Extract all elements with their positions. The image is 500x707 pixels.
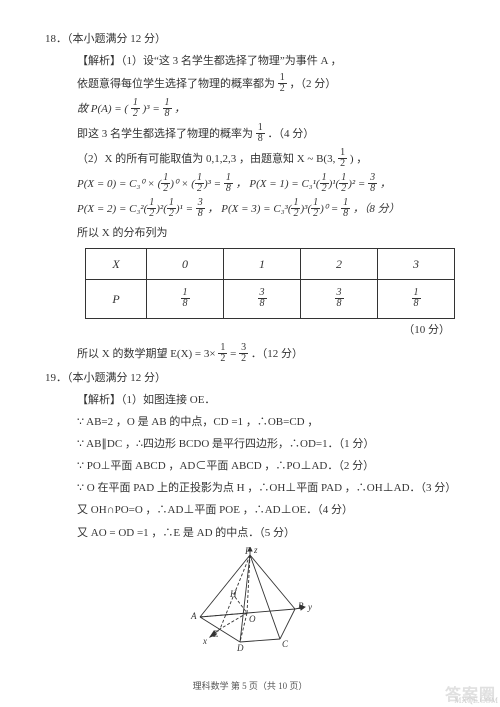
frac-half: 12 <box>278 73 287 94</box>
lbl-H: H <box>229 589 237 599</box>
score-10: （10 分） <box>45 321 455 339</box>
cell: 18 <box>378 280 455 319</box>
t: ，（2 分） <box>290 78 337 90</box>
t: )¹ = <box>176 203 196 215</box>
cell: 38 <box>224 280 301 319</box>
t: 依题意得每位学生选择了物理的概率都为 <box>77 78 275 90</box>
q18-l7: P(X = 2) = C₃²(12)²(12)¹ = 38 ， P(X = 3)… <box>45 199 455 220</box>
q18-l9: 所以 X 的数学期望 E(X) = 3× 12 = 32 ．（12 分） <box>45 344 455 365</box>
t: )⁰ × ( <box>170 178 195 190</box>
t: )² = <box>348 178 368 190</box>
q19-header: 19．（本小题满分 12 分） <box>45 369 455 387</box>
q19-l7: 又 AO = OD =1 ，∴E 是 AD 的中点．（5 分） <box>45 524 455 542</box>
cell: P <box>86 280 147 319</box>
cell: 3 <box>378 249 455 280</box>
q19-l4: ∵ PO⊥平面 ABCD ，AD⊂平面 ABCD ，∴PO⊥AD．（2 分） <box>45 457 455 475</box>
page-footer: 理科数学 第 5 页（共 10 页） <box>0 679 500 692</box>
t: ) ， <box>350 153 367 165</box>
cell: 2 <box>301 249 378 280</box>
page-content: 18．（本小题满分 12 分） 【解析】（1）设“这 3 名学生都选择了物理”为… <box>0 0 500 657</box>
watermark-url: MXQE.COM <box>454 696 498 705</box>
q18-header: 18．（本小题满分 12 分） <box>45 30 455 48</box>
q18-l8: 所以 X 的分布列为 <box>45 224 455 242</box>
t: )³ = <box>143 103 163 115</box>
t: = <box>230 348 239 360</box>
t: )⁰ = <box>320 203 341 215</box>
t: ，（8 分） <box>350 203 400 215</box>
q19-l5: ∵ O 在平面 PAD 上的正投影为点 H ，∴OH⊥平面 PAD ，∴OH⊥A… <box>45 479 455 497</box>
q18-l3: 故 P(A) = ( 12 )³ = 18 ， <box>45 99 455 120</box>
t: 故 P(A) = ( <box>77 103 128 115</box>
lbl-O: O <box>249 614 256 624</box>
table-row: X 0 1 2 3 <box>86 249 455 280</box>
cell: 0 <box>147 249 224 280</box>
q19-l2: ∵ AB=2 ，O 是 AB 的中点，CD =1 ，∴OB=CD ， <box>45 413 455 431</box>
t: 即这 3 名学生都选择了物理的概率为 <box>77 128 253 140</box>
t: )²( <box>156 203 167 215</box>
lbl-y: y <box>307 602 312 612</box>
t: ， <box>377 178 391 190</box>
cell: 18 <box>147 280 224 319</box>
t: P(X = 2) = C₃²( <box>77 203 147 215</box>
t: 所以 X 的数学期望 E(X) = 3× <box>77 348 216 360</box>
frac-half: 12 <box>131 98 140 119</box>
lbl-D: D <box>236 643 244 653</box>
q19-l1: 【解析】（1）如图连接 OE． <box>45 391 455 409</box>
frac-half: 12 <box>338 148 347 169</box>
lbl-A: A <box>190 611 197 621</box>
frac-eighth: 18 <box>256 123 265 144</box>
t: ， P(X = 3) = C₃³( <box>205 203 292 215</box>
t: ．（12 分） <box>251 348 303 360</box>
t: ．（4 分） <box>268 128 315 140</box>
t: P(X = 0) = C₃⁰ × ( <box>77 178 161 190</box>
t: ， P(X = 1) = C₃¹( <box>233 178 320 190</box>
lbl-C: C <box>282 639 289 649</box>
distribution-table: X 0 1 2 3 P 18 38 38 18 <box>85 248 455 319</box>
t: )³ = <box>204 178 224 190</box>
lbl-B: B <box>298 601 304 611</box>
t: )¹( <box>329 178 340 190</box>
q18-l4: 即这 3 名学生都选择了物理的概率为 18 ．（4 分） <box>45 124 455 145</box>
q18-l6: P(X = 0) = C₃⁰ × (12)⁰ × (12)³ = 18 ， P(… <box>45 174 455 195</box>
cell: 38 <box>301 280 378 319</box>
t: )³( <box>300 203 311 215</box>
q19-l3: ∵ AB∥DC ，∴四边形 BCDO 是平行四边形，∴OD=1．（1 分） <box>45 435 455 453</box>
lbl-E: E <box>212 629 219 639</box>
cell: X <box>86 249 147 280</box>
table-row: P 18 38 38 18 <box>86 280 455 319</box>
q19-l6: 又 OH∩PO=O ，∴AD⊥平面 POE ，∴AD⊥OE．（4 分） <box>45 501 455 519</box>
frac-eighth: 18 <box>163 98 172 119</box>
lbl-z: z <box>253 547 258 555</box>
q18-l1: 【解析】（1）设“这 3 名学生都选择了物理”为事件 A ， <box>45 52 455 70</box>
cell: 1 <box>224 249 301 280</box>
q18-l2: 依题意得每位学生选择了物理的概率都为 12 ，（2 分） <box>45 74 455 95</box>
t: ， <box>174 103 185 115</box>
q18-l5: （2）X 的所有可能取值为 0,1,2,3 ，由题意知 X ~ B(3, 12 … <box>45 149 455 170</box>
lbl-x: x <box>202 636 207 646</box>
pyramid-diagram: P z A E H O D B y C x <box>175 547 325 657</box>
lbl-P: P <box>244 547 251 556</box>
t: （2）X 的所有可能取值为 0,1,2,3 ，由题意知 X ~ B(3, <box>77 153 338 165</box>
